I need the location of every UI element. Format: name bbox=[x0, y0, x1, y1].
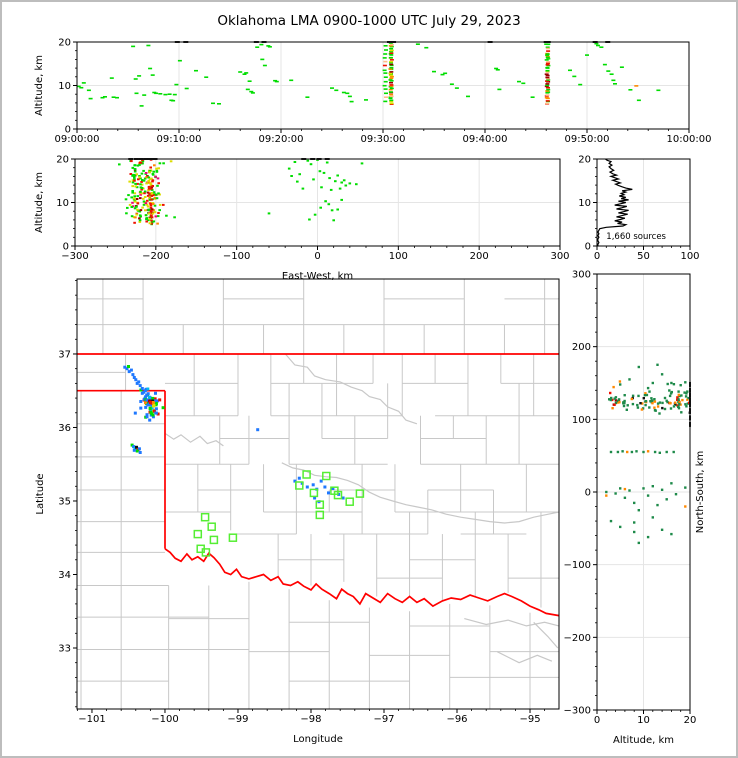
panel-map-axes: −101 −100 −99 −98 −97 −96 −95 33 34 35 36 37 Longitu… bbox=[35, 280, 546, 745]
x-tick-label: 09:20:00 bbox=[259, 134, 304, 145]
y-tick-label: 10 bbox=[58, 81, 71, 92]
panel-time-height-points bbox=[76, 42, 661, 107]
panel-ns-height: 0 10 20 300 200 100 0 −100 −200 −300 Altitude, km N… bbox=[564, 270, 706, 747]
y-tick-label: 34 bbox=[58, 570, 71, 581]
x-tick-label: 09:40:00 bbox=[463, 134, 508, 145]
panel-map-points bbox=[123, 365, 365, 557]
x-tick-label: −101 bbox=[78, 714, 105, 725]
lma-station-marker bbox=[355, 489, 365, 498]
y-tick-label: 20 bbox=[56, 155, 69, 166]
lma-station-marker bbox=[345, 497, 354, 506]
x-tick-label: −96 bbox=[446, 714, 467, 725]
panel-time-height-axes: 09:00:00 09:10:00 09:20:00 09:30:00 09:40:00… bbox=[34, 38, 711, 146]
x-tick-label: 0 bbox=[594, 715, 600, 726]
x-axis-label: Longitude bbox=[293, 734, 343, 745]
x-tick-label: 09:50:00 bbox=[565, 134, 610, 145]
x-tick-label: 0 bbox=[594, 251, 600, 262]
y-tick-label: −200 bbox=[564, 633, 591, 644]
y-tick-label: 10 bbox=[56, 198, 69, 209]
lma-station-marker bbox=[333, 490, 343, 500]
y-tick-label: 35 bbox=[58, 496, 71, 507]
panel-alt-histogram-axes: 0 50 100 0 10 20 bbox=[578, 155, 699, 263]
panel-map: −101 −100 −99 −98 −97 −96 −95 33 34 35 36 37 Longitu… bbox=[35, 278, 560, 745]
plot-title: Oklahoma LMA 0900-1000 UTC July 29, 2023 bbox=[217, 13, 521, 29]
y-tick-label: 36 bbox=[58, 423, 71, 434]
y-tick-label: 33 bbox=[58, 643, 71, 654]
lma-station-marker bbox=[315, 500, 325, 509]
panel-alt-histogram: 1,660 sources 0 50 100 0 10 20 bbox=[578, 155, 699, 263]
panel-ns-height-axes: 0 10 20 300 200 100 0 −100 −200 −300 Altitude, km N… bbox=[564, 270, 706, 747]
x-tick-label: 09:00:00 bbox=[55, 134, 100, 145]
x-tick-label: 10 bbox=[637, 715, 650, 726]
x-tick-label: 200 bbox=[470, 251, 489, 262]
y-axis-label: Altitude, km bbox=[34, 172, 45, 233]
y-tick-label: 0 bbox=[65, 125, 71, 136]
y-tick-label: 0 bbox=[585, 242, 591, 253]
x-tick-label: −95 bbox=[519, 714, 540, 725]
lma-station-marker bbox=[209, 535, 219, 545]
x-tick-label: 10:00:00 bbox=[667, 134, 712, 145]
x-tick-label: −100 bbox=[151, 714, 178, 725]
y-tick-label: 100 bbox=[572, 415, 591, 426]
lma-station-marker bbox=[295, 481, 304, 490]
y-tick-label: −100 bbox=[564, 560, 591, 571]
x-tick-label: −99 bbox=[227, 714, 248, 725]
y-tick-label: 37 bbox=[58, 349, 71, 360]
y-tick-label: 20 bbox=[58, 38, 71, 49]
y-tick-label: 20 bbox=[578, 155, 591, 166]
x-tick-label: 09:30:00 bbox=[361, 134, 406, 145]
panel-ew-height-axes: −300 −200 −100 0 100 200 300 0 10 20 East-West, km… bbox=[34, 155, 570, 283]
y-tick-label: 200 bbox=[572, 342, 591, 353]
x-tick-label: −300 bbox=[61, 251, 88, 262]
x-tick-label: 20 bbox=[684, 715, 697, 726]
panel-ew-height-points bbox=[118, 158, 364, 226]
x-tick-label: 50 bbox=[637, 251, 650, 262]
x-tick-label: 09:10:00 bbox=[157, 134, 202, 145]
x-axis-label: Altitude, km bbox=[613, 735, 674, 746]
x-axis-label: East-West, km bbox=[282, 271, 353, 282]
y-tick-label: −300 bbox=[564, 706, 591, 717]
x-tick-label: −98 bbox=[300, 714, 321, 725]
lma-station-marker bbox=[228, 533, 238, 542]
lma-station-marker bbox=[315, 510, 325, 520]
x-tick-label: 100 bbox=[680, 251, 699, 262]
lma-station-marker bbox=[207, 522, 216, 531]
lma-station-marker bbox=[309, 488, 319, 498]
lma-station-marker bbox=[200, 512, 210, 522]
lma-station-marker bbox=[322, 471, 331, 481]
panel-ew-height: −300 −200 −100 0 100 200 300 0 10 20 East-West, km… bbox=[34, 155, 570, 283]
panel-ns-height-points bbox=[605, 363, 691, 545]
panel-map-frame bbox=[76, 278, 560, 710]
x-tick-label: −100 bbox=[223, 251, 250, 262]
lma-station-marker bbox=[302, 470, 311, 479]
x-tick-label: 0 bbox=[314, 251, 320, 262]
panel-time-height: 09:00:00 09:10:00 09:20:00 09:30:00 09:40:00… bbox=[34, 38, 711, 146]
lma-station-marker bbox=[201, 548, 211, 557]
lma-station-marker bbox=[193, 529, 203, 539]
y-axis-label: Altitude, km bbox=[34, 55, 45, 116]
x-tick-label: 100 bbox=[389, 251, 408, 262]
y-axis-label: Latitude bbox=[35, 473, 46, 514]
source-count-annotation: 1,660 sources bbox=[606, 232, 666, 242]
y-tick-label: 0 bbox=[585, 488, 591, 499]
altitude-histogram-line bbox=[597, 158, 633, 246]
y-tick-label: 300 bbox=[572, 270, 591, 281]
y-axis-label-right: North-South, km bbox=[695, 451, 706, 534]
x-tick-label: −200 bbox=[142, 251, 169, 262]
y-tick-label: 10 bbox=[578, 198, 591, 209]
x-tick-label: 300 bbox=[550, 251, 569, 262]
y-tick-label: 0 bbox=[63, 242, 69, 253]
x-tick-label: −97 bbox=[373, 714, 394, 725]
